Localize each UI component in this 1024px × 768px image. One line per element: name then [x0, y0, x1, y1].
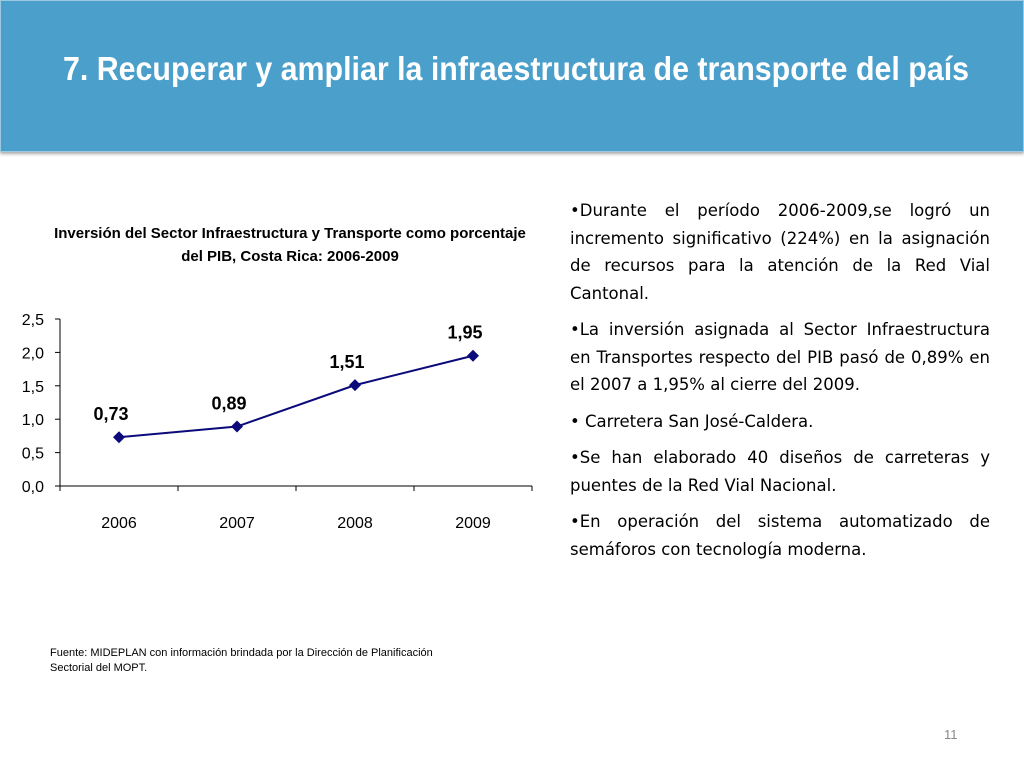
bullet-item: •En operación del sistema automatizado d…: [570, 512, 990, 559]
y-tick-label: 1,5: [22, 379, 44, 396]
data-label: 0,73: [93, 404, 128, 424]
data-point: [349, 379, 361, 392]
x-tick-label: 2008: [337, 515, 373, 532]
data-label: 1,95: [447, 323, 482, 343]
x-tick-label: 2006: [101, 515, 137, 532]
series-line: [118, 354, 474, 439]
data-label: 1,51: [329, 352, 364, 372]
data-point: [467, 349, 479, 362]
data-label: 0,89: [211, 394, 246, 414]
bullet-item: •La inversión asignada al Sector Infraes…: [570, 320, 990, 394]
page-number: 11: [944, 727, 958, 742]
y-tick-label: 0,5: [22, 446, 44, 463]
bullet-item: • Carretera San José-Caldera.: [570, 411, 814, 431]
y-tick-label: 0,0: [22, 479, 44, 496]
bullet-list: •Durante el período 2006-2009,se logró u…: [570, 197, 990, 572]
data-point: [113, 431, 125, 444]
y-tick-label: 2,5: [22, 312, 44, 329]
x-tick-label: 2009: [455, 515, 491, 532]
source-note: Fuente: MIDEPLAN con información brindad…: [50, 647, 433, 674]
data-point: [231, 420, 243, 433]
chart-title: Inversión del Sector Infraestructura y T…: [54, 225, 526, 265]
title-banner: 7. Recuperar y ampliar la infraestructur…: [0, 0, 1024, 152]
bullet-item: •Se han elaborado 40 diseños de carreter…: [570, 448, 990, 495]
y-tick-label: 2,0: [22, 345, 44, 362]
line-chart: 0,0 0,5 1,0 1,5 2,0 2,5 2006 2007 2008 2009 0,73 0,…: [22, 312, 533, 532]
x-tick-label: 2007: [219, 515, 255, 532]
y-tick-label: 1,0: [22, 412, 44, 429]
bullet-item: •Durante el período 2006-2009,se logró u…: [570, 201, 990, 303]
slide-title: 7. Recuperar y ampliar la infraestructur…: [62, 50, 970, 87]
